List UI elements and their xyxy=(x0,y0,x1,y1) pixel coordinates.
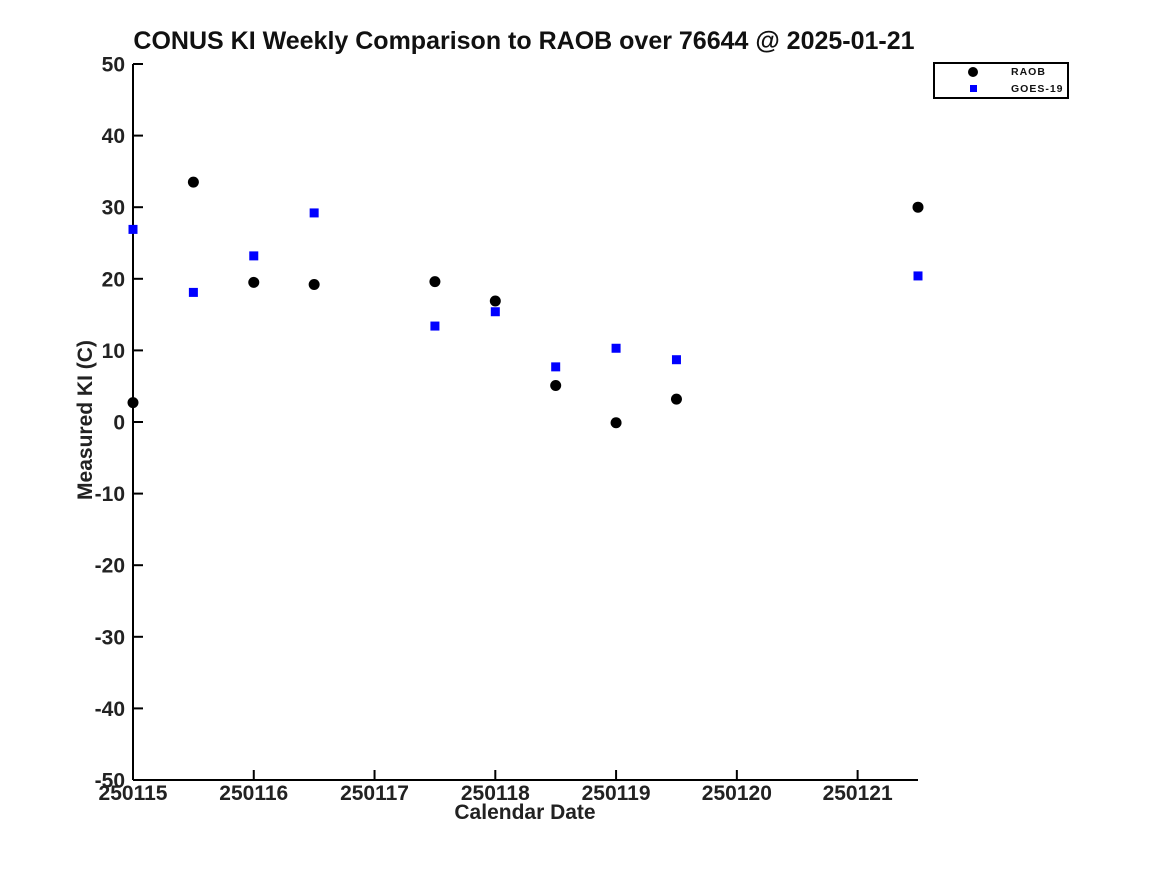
x-tick-label: 250115 xyxy=(99,782,168,805)
data-point-raob xyxy=(610,417,622,429)
data-point-raob xyxy=(670,393,682,405)
y-tick-label: 20 xyxy=(102,268,125,291)
x-tick-label: 250118 xyxy=(461,782,530,805)
x-tick-label: 250117 xyxy=(340,782,409,805)
y-tick-label: -10 xyxy=(95,483,125,506)
y-tick-label: 30 xyxy=(102,197,125,220)
legend-item-raob: RAOB xyxy=(935,64,1067,80)
x-tick-label: 250116 xyxy=(219,782,288,805)
y-tick-label: -40 xyxy=(95,698,125,721)
data-point-raob xyxy=(308,279,320,291)
y-tick-label: 50 xyxy=(102,54,125,77)
goes-19-square-icon xyxy=(969,85,977,93)
data-point-raob xyxy=(489,295,501,307)
legend-box: RAOB GOES-19 xyxy=(933,62,1069,99)
y-tick-label: -30 xyxy=(95,626,125,649)
data-point-goes-19 xyxy=(430,321,440,331)
data-point-goes-19 xyxy=(671,355,681,365)
x-tick-label: 250119 xyxy=(582,782,651,805)
data-point-goes-19 xyxy=(913,271,923,281)
legend-item-goes-19: GOES-19 xyxy=(935,81,1067,97)
y-tick-label: 0 xyxy=(113,412,125,435)
data-point-goes-19 xyxy=(611,343,621,353)
raob-circle-icon xyxy=(968,67,978,78)
data-point-raob xyxy=(550,379,562,391)
data-point-goes-19 xyxy=(309,208,319,218)
data-point-raob xyxy=(912,201,924,213)
x-axis-label: Calendar Date xyxy=(454,801,596,824)
x-tick-label: 250120 xyxy=(702,782,772,805)
legend-label-raob: RAOB xyxy=(1011,66,1046,79)
y-tick-label: -20 xyxy=(95,555,125,578)
data-point-raob xyxy=(187,176,199,188)
raob-marker-cell xyxy=(935,67,1011,78)
data-point-goes-19 xyxy=(490,307,500,317)
data-point-raob xyxy=(127,397,139,409)
chart-title: CONUS KI Weekly Comparison to RAOB over … xyxy=(133,27,915,55)
data-point-goes-19 xyxy=(551,362,561,372)
data-point-goes-19 xyxy=(188,287,198,297)
y-tick-label: -50 xyxy=(95,770,125,793)
legend-label-goes-19: GOES-19 xyxy=(1011,82,1064,95)
data-point-goes-19 xyxy=(128,224,138,234)
y-tick-label: 40 xyxy=(102,125,125,148)
y-axis-label: Measured KI (C) xyxy=(74,340,97,500)
y-tick-label: 10 xyxy=(102,340,125,363)
data-point-raob xyxy=(248,276,260,288)
goes-19-marker-cell xyxy=(935,85,1011,93)
data-point-raob xyxy=(429,276,441,288)
x-tick-label: 250121 xyxy=(823,782,893,805)
data-point-goes-19 xyxy=(249,251,259,261)
